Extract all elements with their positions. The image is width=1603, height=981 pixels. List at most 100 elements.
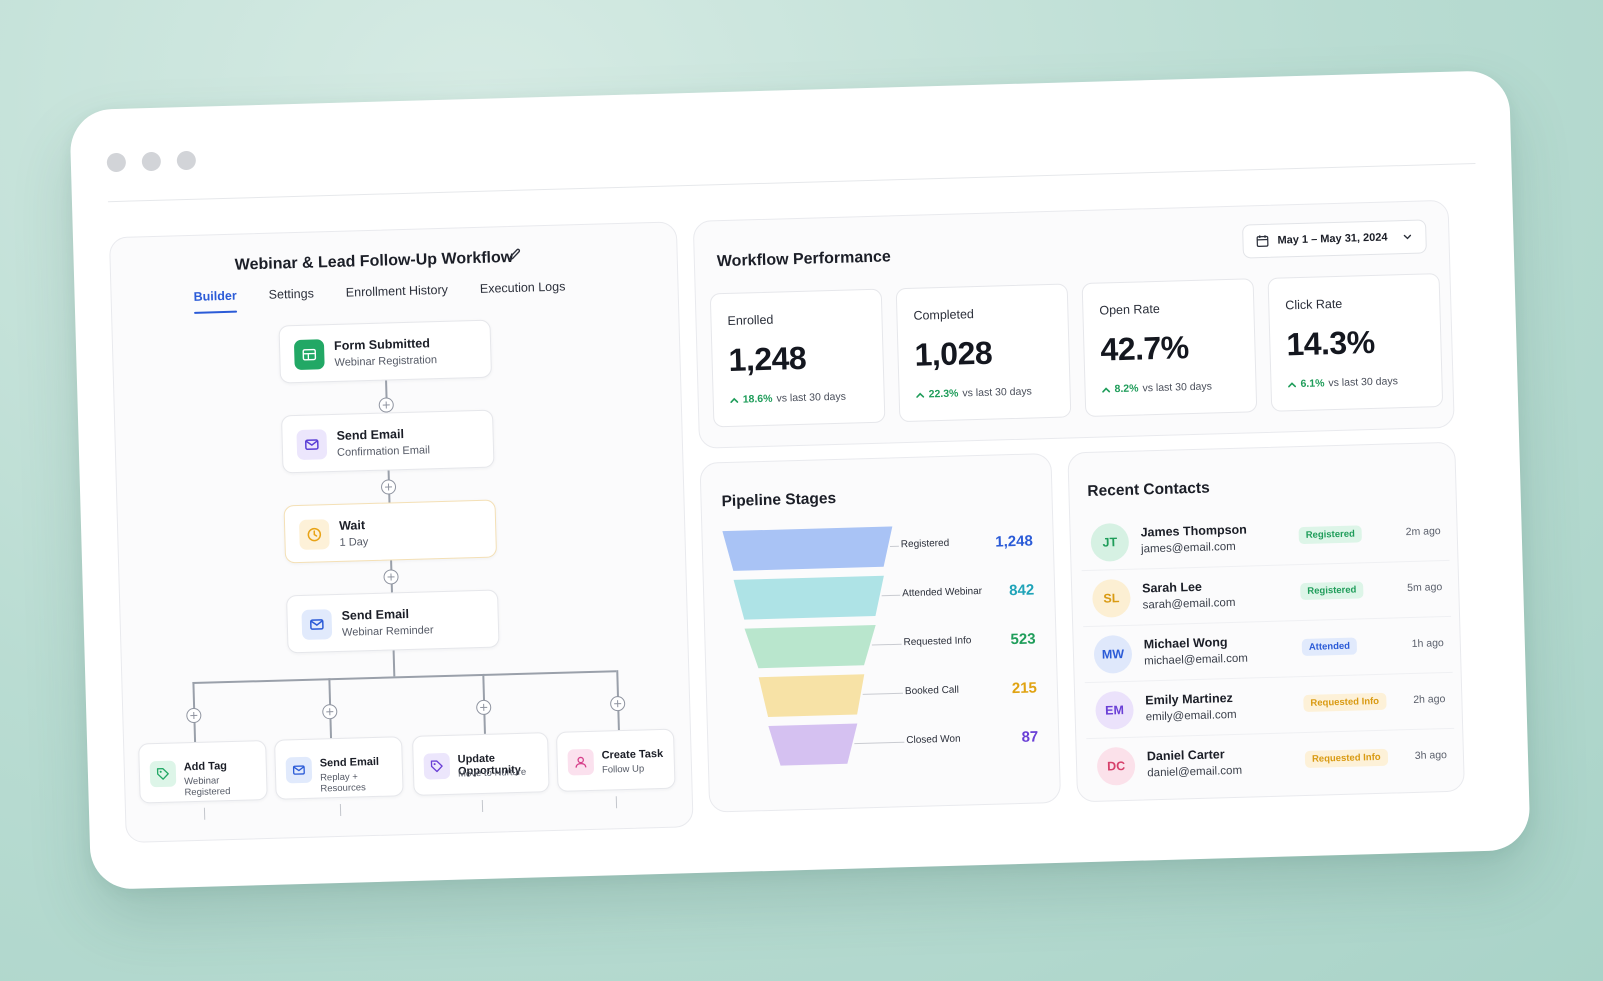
contact-name: Daniel Carter [1146, 747, 1225, 764]
step-title: Wait [338, 518, 366, 533]
window-controls [106, 150, 197, 173]
metric-card-open-rate: Open Rate 42.7% 8.2% vs last 30 days [1081, 278, 1258, 418]
metric-card-enrolled: Enrolled 1,248 18.6% vs last 30 days [709, 288, 886, 428]
pencil-icon[interactable] [506, 247, 522, 263]
arrow-up-icon [730, 397, 739, 403]
chevron-down-icon [1403, 234, 1412, 240]
contact-time: 2m ago [1405, 525, 1441, 539]
tab-execution-logs[interactable]: Execution Logs [479, 279, 566, 296]
branch-title: Send Email [319, 755, 380, 770]
contacts-title: Recent Contacts [1087, 479, 1210, 500]
stage-value: 1,248 [995, 532, 1034, 551]
funnel-leader-line [881, 594, 901, 597]
mail-icon [296, 429, 328, 461]
avatar: MW [1093, 634, 1133, 674]
funnel-segment[interactable] [758, 674, 866, 717]
metric-delta: 22.3% vs last 30 days [915, 385, 1032, 400]
status-badge: Requested Info [1304, 748, 1388, 769]
stage-value: 215 [1011, 679, 1038, 698]
metric-delta-value: 18.6% [742, 392, 773, 406]
stage-value: 87 [1021, 728, 1039, 746]
add-step-button[interactable] [378, 397, 394, 413]
branch-subtitle: Follow Up [601, 763, 645, 776]
avatar: JT [1090, 522, 1130, 562]
status-badge: Requested Info [1303, 692, 1387, 713]
contact-name: James Thompson [1140, 522, 1248, 540]
contact-row[interactable]: SL Sarah Lee sarah@email.com Registered … [1081, 560, 1452, 628]
tag-icon [149, 760, 177, 788]
metric-value: 14.3% [1285, 323, 1376, 363]
metric-value: 42.7% [1099, 329, 1190, 368]
contact-name: Sarah Lee [1141, 579, 1203, 596]
stage-value: 523 [1010, 630, 1036, 649]
contact-email: michael@email.com [1144, 652, 1249, 668]
step-subtitle: Webinar Reminder [341, 624, 434, 639]
clock-icon [298, 519, 330, 550]
titlebar-divider [107, 163, 1476, 203]
app-window: Webinar & Lead Follow-Up Workflow Builde… [69, 70, 1531, 890]
date-range-label: May 1 – May 31, 2024 [1277, 231, 1388, 247]
workflow-builder-panel: Webinar & Lead Follow-Up Workflow Builde… [108, 221, 694, 843]
add-branch-step-button[interactable] [186, 707, 202, 724]
funnel-leader-line [862, 692, 904, 695]
branch-send-email[interactable]: Send Email Replay + Resources [274, 736, 404, 800]
tab-settings[interactable]: Settings [268, 286, 315, 302]
metric-delta: 8.2% vs last 30 days [1101, 380, 1212, 395]
step-send-email-reminder[interactable]: Send Email Webinar Reminder [286, 589, 500, 654]
metric-label: Click Rate [1285, 296, 1343, 313]
date-range-picker[interactable]: May 1 – May 31, 2024 [1242, 219, 1427, 259]
metric-delta-value: 22.3% [928, 387, 959, 401]
funnel-segment[interactable] [768, 723, 858, 766]
add-branch-step-button[interactable] [609, 695, 626, 712]
step-title: Send Email [341, 606, 410, 623]
contact-time: 5m ago [1407, 581, 1443, 595]
step-form-submitted[interactable]: Form Submitted Webinar Registration [278, 319, 493, 384]
recent-contacts-panel: Recent Contacts JT James Thompson james@… [1067, 441, 1465, 803]
close-window-button[interactable] [106, 152, 127, 173]
add-branch-step-button[interactable] [322, 704, 338, 720]
branch-title: Add Tag [183, 760, 228, 774]
contact-row[interactable]: DC Daniel Carter daniel@email.com Reques… [1086, 729, 1455, 795]
branch-subtitle: Webinar Registered [184, 775, 231, 799]
branch-update-opportunity[interactable]: Update Opportunity Move to Nurture [411, 732, 550, 796]
form-icon [293, 339, 325, 371]
contact-row[interactable]: JT James Thompson james@email.com Regist… [1080, 504, 1450, 572]
contact-email: james@email.com [1140, 540, 1236, 556]
contact-email: emily@email.com [1145, 708, 1237, 724]
contact-time: 3h ago [1414, 749, 1448, 762]
funnel-leader-line [871, 643, 902, 646]
pipeline-funnel [722, 526, 905, 766]
step-subtitle: Confirmation Email [336, 444, 431, 459]
tag-icon [423, 752, 451, 780]
add-branch-step-button[interactable] [476, 699, 492, 716]
pipeline-stages-panel: Pipeline Stages Registered 1,248 Attended … [699, 452, 1062, 813]
status-badge: Attended [1301, 637, 1358, 657]
tab-builder[interactable]: Builder [193, 289, 237, 314]
tab-enrollment-history[interactable]: Enrollment History [345, 282, 449, 300]
branch-add-tag[interactable]: Add Tag Webinar Registered [138, 740, 268, 804]
step-subtitle: 1 Day [339, 536, 369, 549]
metric-card-completed: Completed 1,028 22.3% vs last 30 days [895, 283, 1072, 423]
contact-row[interactable]: EM Emily Martinez emily@email.com Reques… [1084, 672, 1455, 740]
branch-line [192, 670, 617, 684]
funnel-segment[interactable] [744, 624, 877, 669]
funnel-segment[interactable] [722, 526, 893, 571]
stage-value: 842 [1008, 581, 1035, 600]
contact-row[interactable]: MW Michael Wong michael@email.com Attend… [1083, 616, 1453, 684]
metric-label: Completed [913, 307, 975, 323]
contact-time: 2h ago [1413, 693, 1446, 706]
add-step-button[interactable] [383, 569, 399, 585]
funnel-segment[interactable] [733, 575, 885, 620]
calendar-icon [1256, 235, 1269, 247]
step-title: Send Email [336, 427, 405, 443]
metric-value: 1,028 [914, 334, 993, 373]
step-title: Form Submitted [333, 336, 431, 353]
branch-create-task[interactable]: Create Task Follow Up [555, 728, 676, 792]
minimize-window-button[interactable] [141, 151, 162, 172]
step-send-email-confirmation[interactable]: Send Email Confirmation Email [280, 409, 495, 474]
workflow-title: Webinar & Lead Follow-Up Workflow [234, 248, 514, 274]
add-step-button[interactable] [380, 479, 397, 495]
user-icon [567, 748, 595, 776]
maximize-window-button[interactable] [176, 150, 197, 171]
step-wait[interactable]: Wait 1 Day [283, 499, 498, 564]
